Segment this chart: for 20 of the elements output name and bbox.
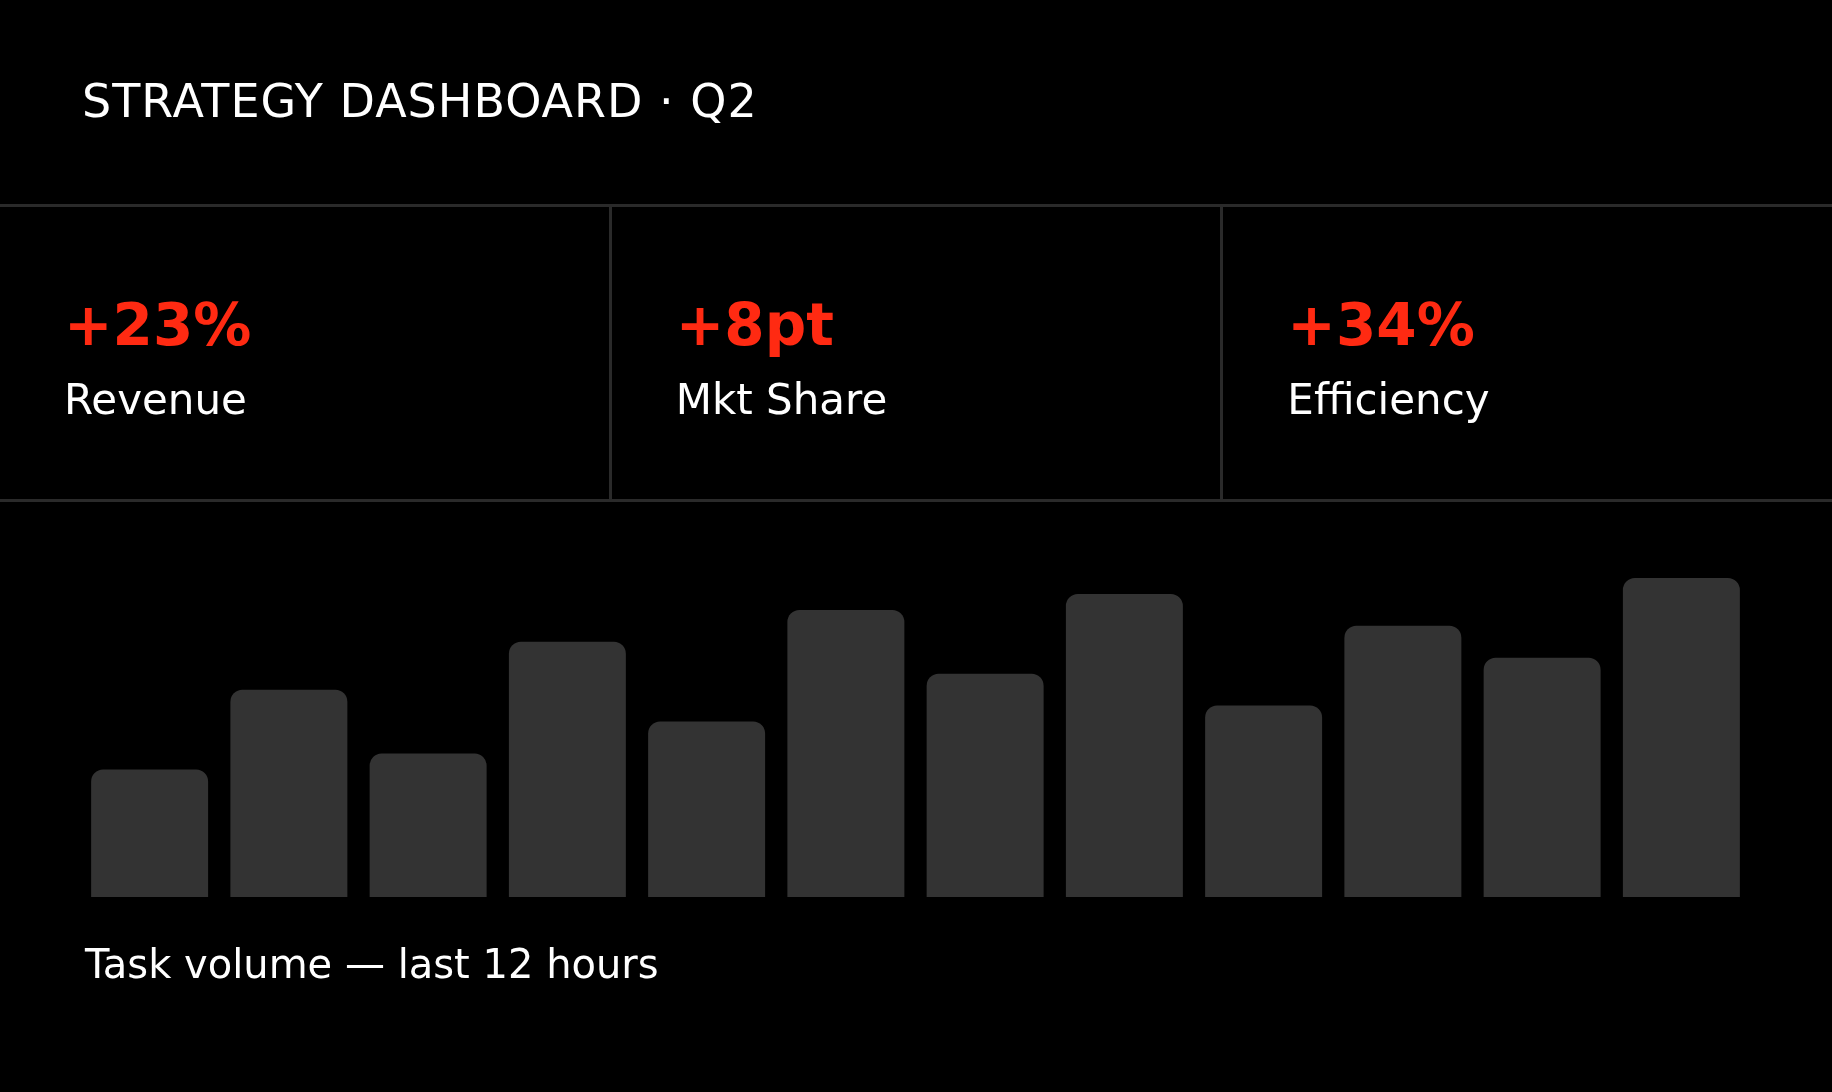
bar bbox=[787, 609, 905, 897]
category-label: Mkt Share bbox=[675, 375, 888, 424]
text: +34% bbox=[1287, 291, 1475, 359]
text: +8pt bbox=[675, 291, 834, 359]
bar bbox=[91, 769, 209, 897]
bar bbox=[369, 753, 487, 897]
bar bbox=[926, 673, 1044, 897]
bar bbox=[1622, 578, 1740, 897]
bar bbox=[508, 641, 626, 897]
bar bbox=[1344, 625, 1462, 897]
text: STRATEGY DASHBOARD · Q2 bbox=[82, 74, 758, 128]
bar bbox=[1483, 657, 1601, 897]
x-axis-title: Task volume — last 12 hours bbox=[84, 941, 659, 987]
text: +23% bbox=[64, 291, 252, 359]
bar bbox=[230, 689, 348, 897]
category-label: Revenue bbox=[64, 375, 247, 424]
bar bbox=[648, 721, 766, 897]
bar bbox=[1065, 593, 1183, 897]
bar bbox=[1205, 705, 1323, 897]
category-label: Efficiency bbox=[1287, 375, 1490, 424]
